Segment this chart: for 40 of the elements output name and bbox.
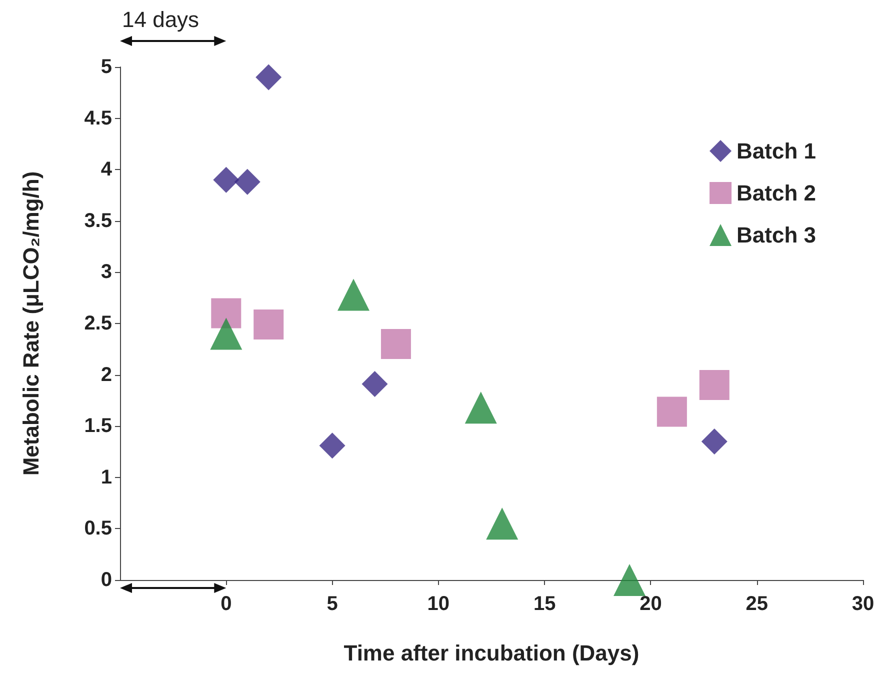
text: 14 days bbox=[122, 7, 200, 33]
y-tick-label: 1.5 bbox=[84, 415, 112, 438]
point bbox=[362, 371, 388, 398]
point bbox=[213, 166, 240, 193]
y-axis-title: Metabolic Rate (μLCO₂/mg/h) bbox=[18, 171, 44, 476]
legend-label: Batch 2 bbox=[736, 180, 816, 206]
point bbox=[254, 310, 284, 340]
x-tick-label: 30 bbox=[852, 593, 874, 615]
point bbox=[656, 396, 687, 427]
point bbox=[380, 329, 411, 360]
y-tick-label: 3.5 bbox=[84, 210, 112, 232]
point bbox=[211, 298, 242, 328]
point bbox=[256, 64, 282, 90]
x-axis-title: Time after incubation (Days) bbox=[344, 640, 640, 666]
y-tick-label: 0.5 bbox=[84, 518, 112, 540]
point bbox=[486, 508, 518, 540]
y-tick-label: 5 bbox=[100, 56, 112, 78]
x-tick-label: 10 bbox=[427, 593, 450, 615]
point bbox=[613, 564, 646, 596]
x-tick-label: 20 bbox=[640, 593, 662, 615]
y-tick-label: 4.5 bbox=[84, 107, 112, 130]
point bbox=[338, 278, 370, 311]
y-tick-label: 3 bbox=[100, 261, 112, 284]
x-tick-label: 15 bbox=[533, 593, 556, 615]
y-tick-label: 0 bbox=[100, 569, 112, 591]
x-tick-label: 25 bbox=[746, 593, 768, 615]
point bbox=[464, 392, 497, 424]
point bbox=[234, 168, 260, 195]
point bbox=[699, 370, 730, 400]
x-tick-label: 0 bbox=[220, 593, 232, 615]
y-tick-label: 2.5 bbox=[84, 312, 112, 334]
point bbox=[319, 432, 346, 459]
y-tick-label: 1 bbox=[100, 466, 112, 488]
point bbox=[210, 318, 242, 350]
legend-label: Batch 1 bbox=[736, 138, 816, 164]
point bbox=[701, 428, 728, 454]
y-tick-label: 2 bbox=[100, 364, 112, 386]
legend-label: Batch 3 bbox=[736, 222, 816, 248]
y-tick-label: 4 bbox=[100, 158, 113, 181]
x-tick-label: 5 bbox=[326, 593, 338, 615]
